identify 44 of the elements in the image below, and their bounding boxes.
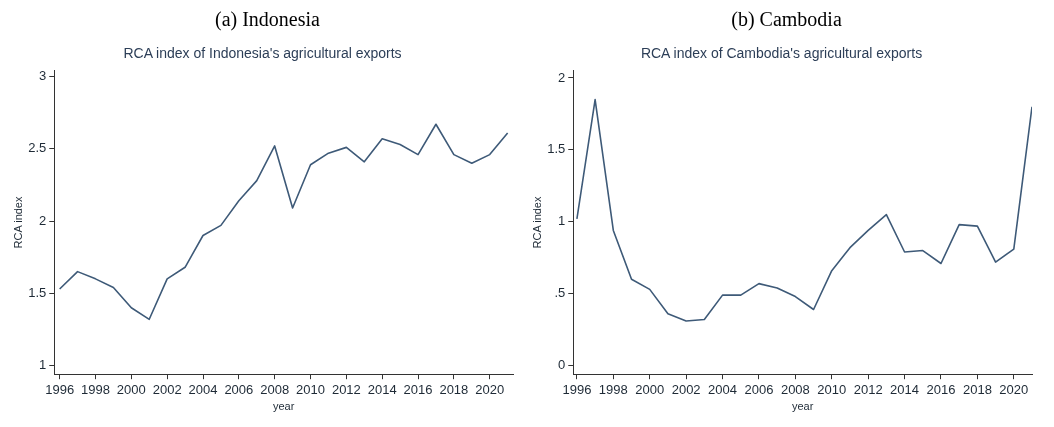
y-tick-label: 1 (39, 357, 47, 373)
x-tick-label: 2014 (890, 381, 920, 397)
y-tick-label: 0 (558, 357, 566, 373)
x-tick-label: 1996 (562, 381, 592, 397)
y-tick-label: 1.5 (28, 284, 47, 300)
chart-subtitle: RCA index of Indonesia's agricultural exports (123, 45, 402, 62)
x-tick-label: 2018 (962, 381, 992, 397)
chart-title: (b) Cambodia (730, 8, 843, 32)
x-axis-title: year (272, 400, 295, 413)
x-axis-title: year (791, 400, 814, 413)
x-tick-label: 2010 (817, 381, 847, 397)
chart-title: (a) Indonesia (214, 8, 321, 33)
x-tick-label: 2018 (439, 381, 469, 397)
x-tick-label: 2000 (116, 381, 146, 397)
x-tick-label: 2002 (152, 381, 182, 397)
chart-subtitle: RCA index of Cambodia's agricultural exports (640, 45, 923, 62)
x-tick-label: 2008 (260, 381, 290, 397)
y-tick-label: 2.5 (28, 140, 47, 156)
y-tick-label: 3 (39, 68, 47, 84)
x-tick-label: 2004 (708, 381, 737, 397)
x-tick-label: 1998 (598, 381, 628, 397)
x-tick-label: 2006 (224, 381, 254, 397)
x-tick-label: 1996 (45, 381, 75, 397)
x-tick-label: 2000 (635, 381, 665, 397)
y-axis-title: RCA index (530, 196, 543, 249)
x-tick-label: 2002 (671, 381, 701, 397)
x-tick-label: 2012 (853, 381, 883, 397)
x-tick-label: 2004 (188, 381, 218, 397)
x-tick-label: 2014 (367, 381, 397, 397)
y-axis-title: RCA index (11, 196, 24, 249)
x-tick-label: 2006 (744, 381, 774, 397)
x-tick-label: 2020 (999, 381, 1029, 397)
x-tick-label: 2016 (403, 381, 433, 397)
x-tick-label: 2016 (926, 381, 956, 397)
x-tick-label: 2010 (296, 381, 325, 397)
x-tick-label: 2012 (331, 381, 361, 397)
y-tick-label: 1 (558, 213, 566, 229)
y-tick-label: 2 (558, 69, 566, 85)
y-tick-label: .5 (554, 285, 566, 301)
x-tick-label: 2008 (780, 381, 810, 397)
y-tick-label: 2 (39, 212, 47, 228)
x-tick-label: 1998 (81, 381, 110, 397)
y-tick-label: 1.5 (547, 141, 566, 157)
x-tick-label: 2020 (475, 381, 505, 397)
